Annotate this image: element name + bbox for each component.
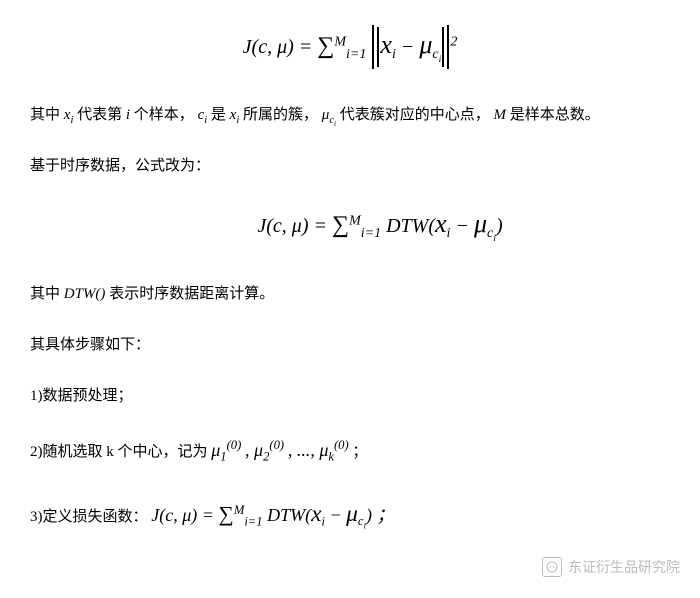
formula-1: J(c, μ) = ∑Mi=1 x i − μci 2 [30, 25, 670, 69]
s2-comma1: , [245, 440, 254, 460]
s2-t1: 2)随机选取 k 个中心，记为 [30, 444, 211, 460]
s2-muk: μk(0) [319, 440, 348, 460]
sum-upper: M [334, 34, 346, 49]
p1-x-sub: i [70, 115, 73, 126]
s2-mu1: μ1(0) [211, 440, 241, 460]
s2-mu1-sup: (0) [227, 438, 242, 452]
s2-comma2: , ..., [288, 440, 320, 460]
s2-mu1-var: μ [211, 440, 220, 460]
formula-2-lhs: J(c, μ) = [257, 215, 332, 237]
p1-t7: 是样本总数。 [510, 107, 600, 123]
p1-t3: 个样本， [134, 107, 198, 123]
sum-symbol: ∑ [317, 33, 334, 59]
p1-i: i [126, 107, 130, 123]
s3-sum-upper: M [234, 503, 245, 517]
s2-muk-sup: (0) [334, 438, 349, 452]
p1-M: M [494, 107, 507, 123]
s3-mu: μ [346, 501, 358, 527]
p1-x: xi [64, 107, 74, 123]
s3-formula: J(c, μ) = ∑Mi=1 DTW(xi − μci) ； [151, 505, 394, 525]
sum-upper-2: M [349, 213, 361, 228]
p1-t6: 代表簇对应的中心点， [340, 107, 494, 123]
step-1: 1)数据预处理； [30, 380, 670, 413]
f2-mu-sub: ci [487, 226, 496, 241]
paragraph-4: 其具体步骤如下： [30, 329, 670, 362]
chat-icon [545, 560, 559, 574]
p1-mu-sub: ci [329, 115, 336, 126]
p1-t2: 代表第 [77, 107, 126, 123]
minus: − [396, 36, 420, 58]
s2-end: ； [352, 444, 367, 460]
p1-x2-sub: i [236, 115, 239, 126]
f2-minus: − [450, 215, 474, 237]
norm-sup: 2 [450, 34, 457, 49]
paragraph-3: 其中 DTW() 表示时序数据距离计算。 [30, 278, 670, 311]
p1-t5: 所属的簇， [243, 107, 322, 123]
f2-x: x [435, 209, 447, 238]
p3-dtw: DTW() [64, 286, 106, 302]
var-mu: μ [419, 30, 432, 59]
paragraph-2: 基于时序数据，公式改为： [30, 150, 670, 183]
sum-lower: i=1 [346, 47, 366, 62]
s3-lhs: J(c, μ) = [151, 505, 218, 525]
dtw-open: DTW( [386, 215, 435, 237]
p1-c: ci [198, 107, 208, 123]
s3-close: ) ； [366, 505, 395, 525]
formula-1-lhs: J(c, μ) = [243, 36, 318, 58]
p3-t1: 其中 [30, 286, 64, 302]
watermark-text: 东证衍生品研究院 [568, 555, 680, 580]
s3-t1: 3)定义损失函数： [30, 509, 151, 525]
s3-mu-sub: ci [358, 514, 366, 528]
formula-2: J(c, μ) = ∑Mi=1 DTW(xi − μci) [90, 201, 670, 248]
s3-dtw: DTW( [267, 505, 311, 525]
mu-sub-i: i [439, 54, 442, 65]
p1-x2: xi [230, 107, 240, 123]
step-2: 2)随机选取 k 个中心，记为 μ1(0) , μ2(0) , ..., μk(… [30, 431, 670, 471]
f2-mu: μ [474, 209, 487, 238]
s2-mu2-sup: (0) [269, 438, 284, 452]
sum-symbol-2: ∑ [332, 212, 349, 238]
var-x: x [380, 30, 392, 59]
p1-c-sub: i [204, 115, 207, 126]
sum-lower-2: i=1 [361, 226, 381, 241]
s3-sum-lower: i=1 [244, 514, 262, 528]
p3-t2: 表示时序数据距离计算。 [109, 286, 274, 302]
s3-sum: ∑ [218, 502, 233, 526]
var-mu-sub: ci [432, 47, 441, 62]
p1-t1: 其中 [30, 107, 64, 123]
norm-inner: x i − μci [377, 27, 444, 67]
watermark: 东证衍生品研究院 [542, 555, 680, 580]
s2-mu2: μ2(0) [254, 440, 284, 460]
p1-t4: 是 [211, 107, 230, 123]
p1-mu: μci [322, 107, 336, 123]
s3-x: x [311, 501, 321, 527]
step-3: 3)定义损失函数： J(c, μ) = ∑Mi=1 DTW(xi − μci) … [30, 489, 670, 540]
norm-bars: x i − μci [372, 25, 449, 69]
s2-muk-var: μ [319, 440, 328, 460]
s3-minus: − [325, 505, 346, 525]
paragraph-1: 其中 xi 代表第 i 个样本， ci 是 xi 所属的簇， μci 代表簇对应… [30, 99, 670, 132]
p1-mu-sub-i: i [334, 119, 336, 128]
watermark-icon [542, 557, 562, 577]
s2-mu2-var: μ [254, 440, 263, 460]
f2-close: ) [496, 215, 503, 237]
